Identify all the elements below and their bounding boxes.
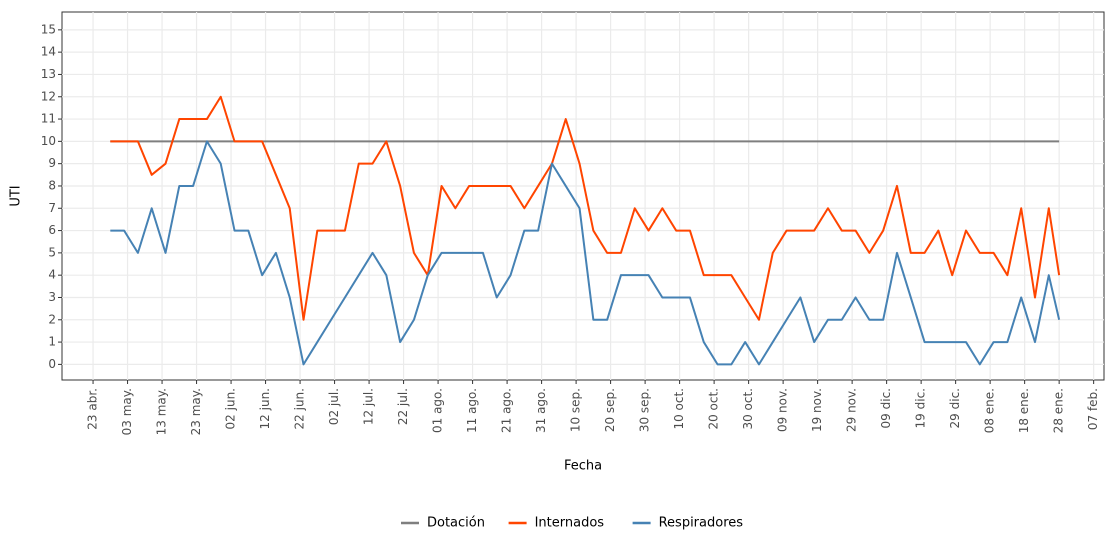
x-tick-label: 21 ago.: [500, 388, 514, 433]
y-tick-label: 6: [48, 223, 56, 237]
y-tick-label: 14: [41, 45, 56, 59]
y-tick-label: 4: [48, 268, 56, 282]
x-tick-label: 09 dic.: [879, 388, 893, 428]
legend-label: Respiradores: [659, 516, 744, 531]
x-tick-label: 20 sep.: [603, 388, 617, 432]
series-line: [110, 140, 1061, 366]
x-tick-label: 23 abr.: [86, 388, 100, 430]
x-tick-label: 12 jul.: [362, 388, 376, 425]
x-tick-label: 02 jul.: [327, 388, 341, 425]
x-tick-label: 13 may.: [155, 388, 169, 435]
legend-label: Internados: [535, 516, 605, 531]
y-tick-label: 11: [41, 112, 56, 126]
legend-label: Dotación: [427, 516, 485, 531]
y-tick-label: 8: [48, 178, 56, 192]
y-tick-label: 1: [48, 335, 56, 349]
x-tick-label: 28 ene.: [1052, 388, 1066, 433]
lines: [110, 95, 1061, 366]
y-tick-label: 9: [48, 156, 56, 170]
y-tick-label: 13: [41, 67, 56, 81]
plot-panel: [61, 11, 1105, 381]
x-tick-label: 22 jul.: [396, 388, 410, 425]
y-tick-label: 12: [41, 89, 56, 103]
y-tick-label: 15: [41, 22, 56, 36]
x-tick-label: 08 ene.: [983, 388, 997, 433]
x-tick-label: 09 nov.: [776, 388, 790, 432]
y-tick-label: 2: [48, 312, 56, 326]
x-tick-label: 02 jun.: [224, 388, 238, 429]
x-tick-label: 29 nov.: [845, 388, 859, 432]
x-tick-label: 18 ene.: [1017, 388, 1031, 433]
x-tick-label: 20 oct.: [707, 388, 721, 430]
y-tick-label: 10: [41, 134, 56, 148]
y-tick-label: 3: [48, 290, 56, 304]
x-tick-label: 10 sep.: [569, 388, 583, 432]
y-tick-label: 7: [48, 201, 56, 215]
x-tick-label: 10 oct.: [672, 388, 686, 430]
x-axis-title: Fecha: [564, 459, 602, 474]
x-tick-label: 23 may.: [189, 388, 203, 435]
y-tick-label: 5: [48, 245, 56, 259]
x-tick-label: 30 sep.: [638, 388, 652, 432]
x-tick-label: 12 jun.: [258, 388, 272, 429]
legend: Dotación Internados Respiradores: [401, 516, 743, 531]
x-tick-label: 31 ago.: [534, 388, 548, 433]
x-tick-label: 30 oct.: [741, 388, 755, 430]
x-tick-label: 11 ago.: [465, 388, 479, 433]
y-axis-title: UTI: [9, 185, 24, 206]
y-tick-label: 0: [48, 357, 56, 371]
series-line: [110, 95, 1061, 321]
x-tick-label: 07 feb.: [1086, 388, 1100, 430]
x-tick-label: 19 nov.: [810, 388, 824, 432]
x-tick-label: 29 dic.: [948, 388, 962, 428]
x-tick-label: 03 may.: [120, 388, 134, 435]
x-tick-label: 01 ago.: [431, 388, 445, 433]
x-tick-label: 19 dic.: [914, 388, 928, 428]
x-tick-label: 22 jun.: [293, 388, 307, 429]
